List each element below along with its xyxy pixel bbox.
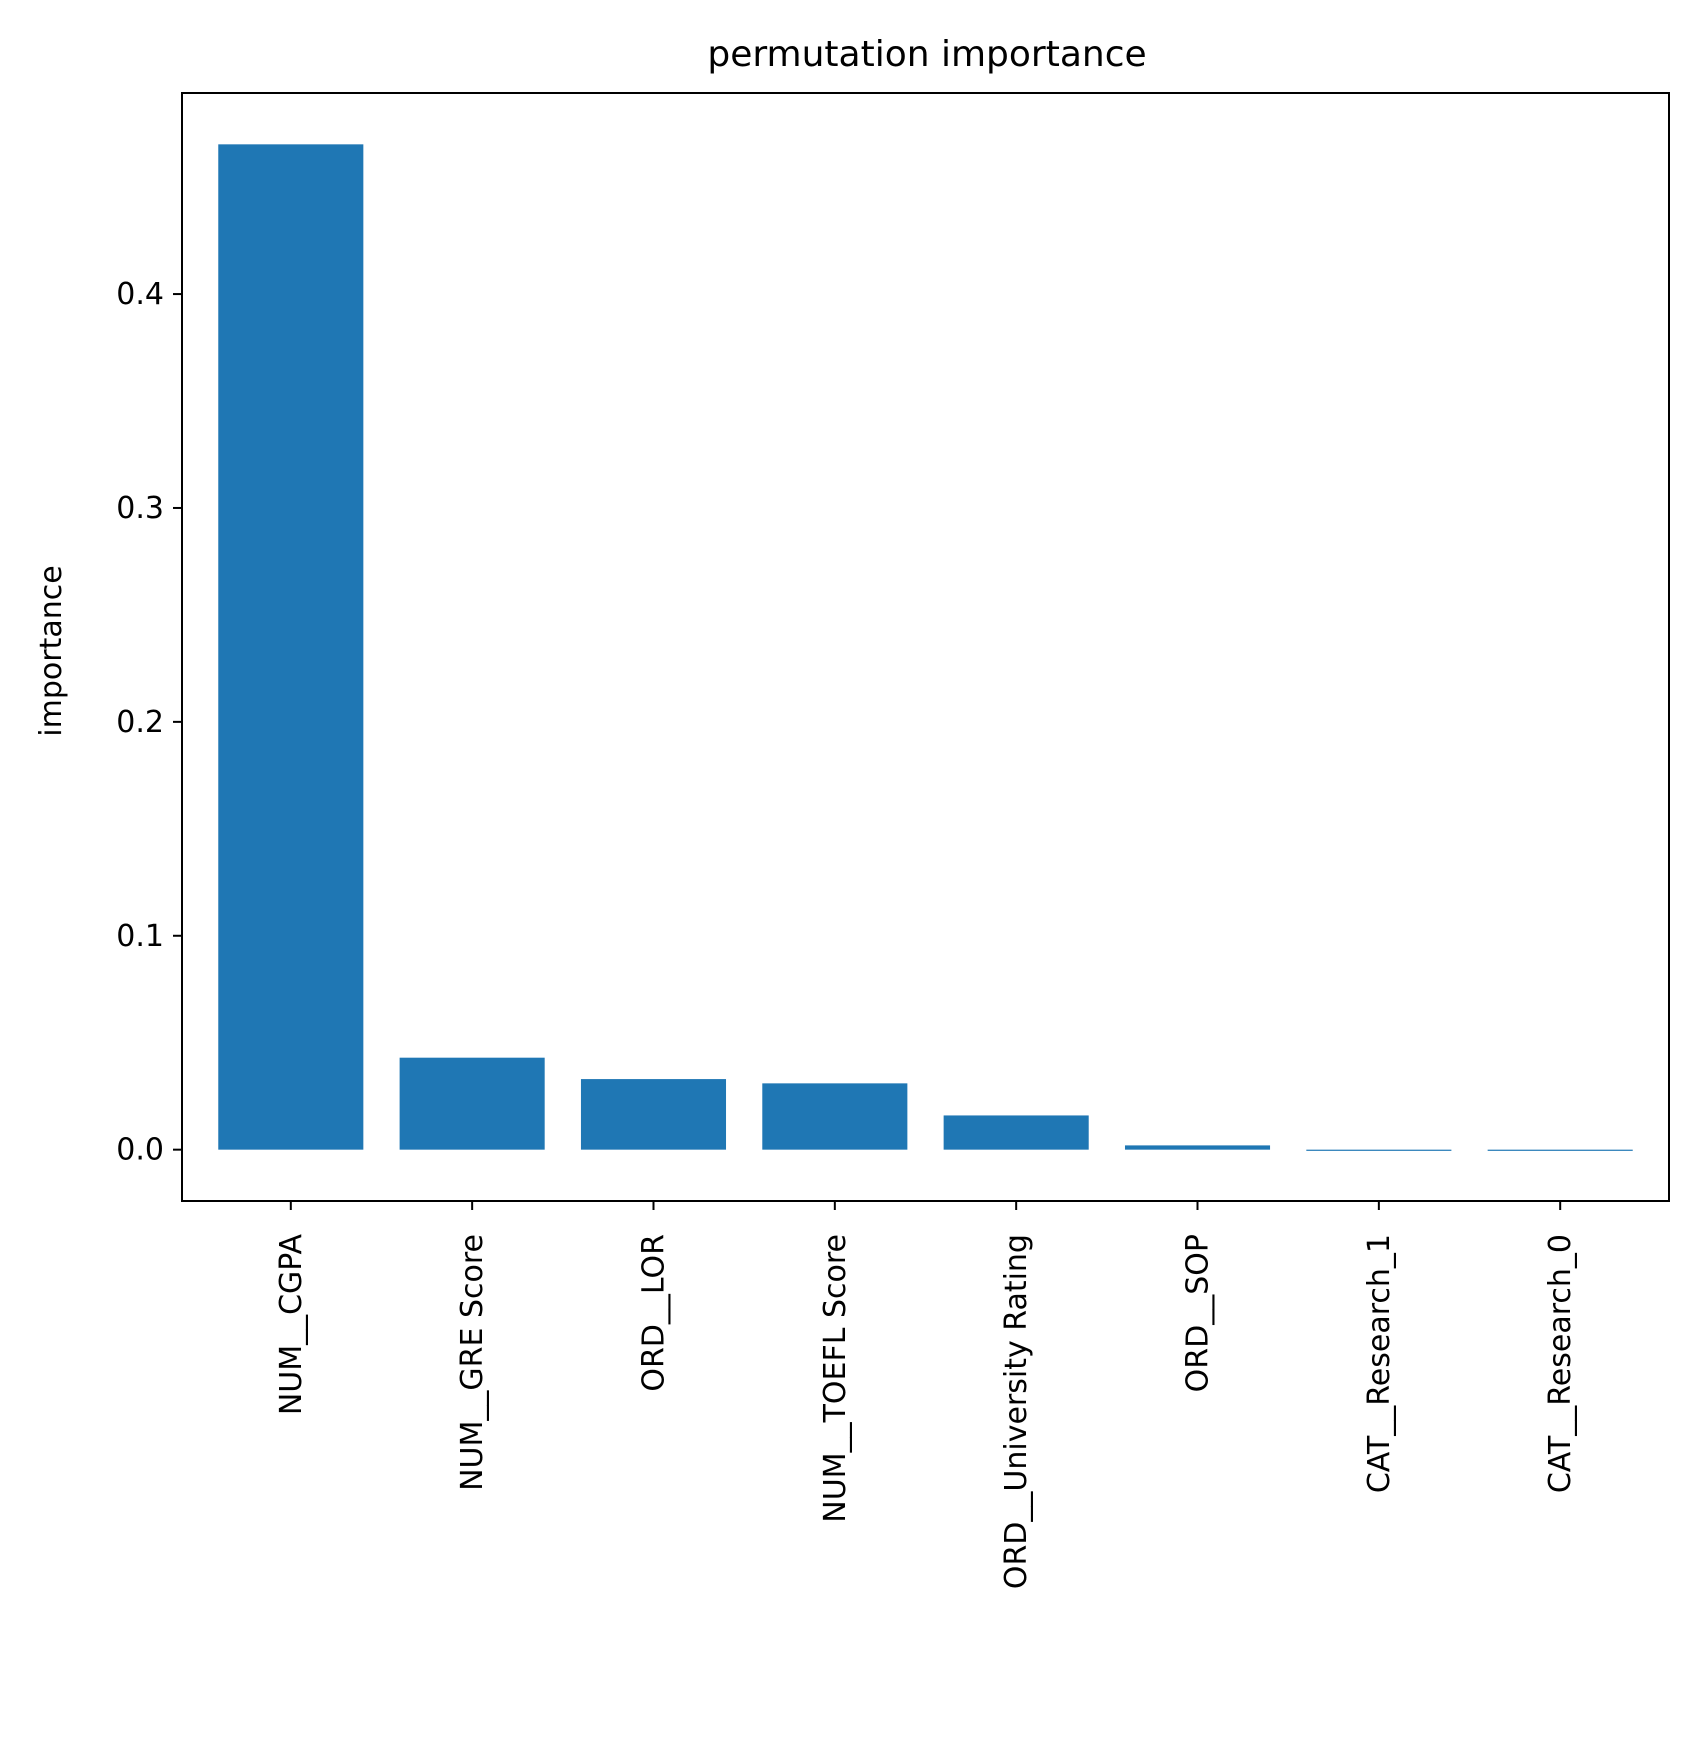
bar-7 <box>1487 1149 1633 1151</box>
y-axis: 0.0 0.1 0.2 0.3 0.4 <box>116 277 182 1168</box>
bar-2 <box>580 1079 727 1150</box>
x-tick-label-3: NUM__TOEFL Score <box>818 1234 853 1523</box>
x-tick-label-5: ORD__SOP <box>1181 1234 1216 1392</box>
x-tick-label-7: CAT__Research_0 <box>1543 1234 1578 1493</box>
x-tick-label-1: NUM__GRE Score <box>455 1234 490 1491</box>
y-tick-label-0: 0.0 <box>116 1133 164 1168</box>
bar-6 <box>1306 1149 1452 1151</box>
x-tick-label-0: NUM__CGPA <box>274 1234 309 1416</box>
bar-0 <box>218 144 364 1150</box>
x-tick-label-2: ORD__LOR <box>636 1234 671 1392</box>
chart-title: permutation importance <box>707 34 1146 75</box>
y-tick-label-2: 0.2 <box>116 705 164 740</box>
y-axis-label: importance <box>34 565 69 736</box>
x-tick-label-4: ORD__University Rating <box>999 1234 1034 1589</box>
bar-1 <box>399 1057 545 1150</box>
y-tick-label-4: 0.4 <box>116 277 164 312</box>
bar-4 <box>943 1115 1089 1150</box>
x-tick-label-6: CAT__Research_1 <box>1362 1234 1397 1493</box>
plot-frame <box>181 92 1670 1202</box>
y-tick-label-1: 0.1 <box>116 919 164 954</box>
x-axis: NUM__CGPA NUM__GRE Score ORD__LOR NUM__TOEF… <box>274 1201 1578 1589</box>
bar-3 <box>762 1083 908 1150</box>
y-tick-label-3: 0.3 <box>116 491 164 526</box>
bar-5 <box>1124 1145 1271 1150</box>
bars-group <box>218 144 1633 1151</box>
